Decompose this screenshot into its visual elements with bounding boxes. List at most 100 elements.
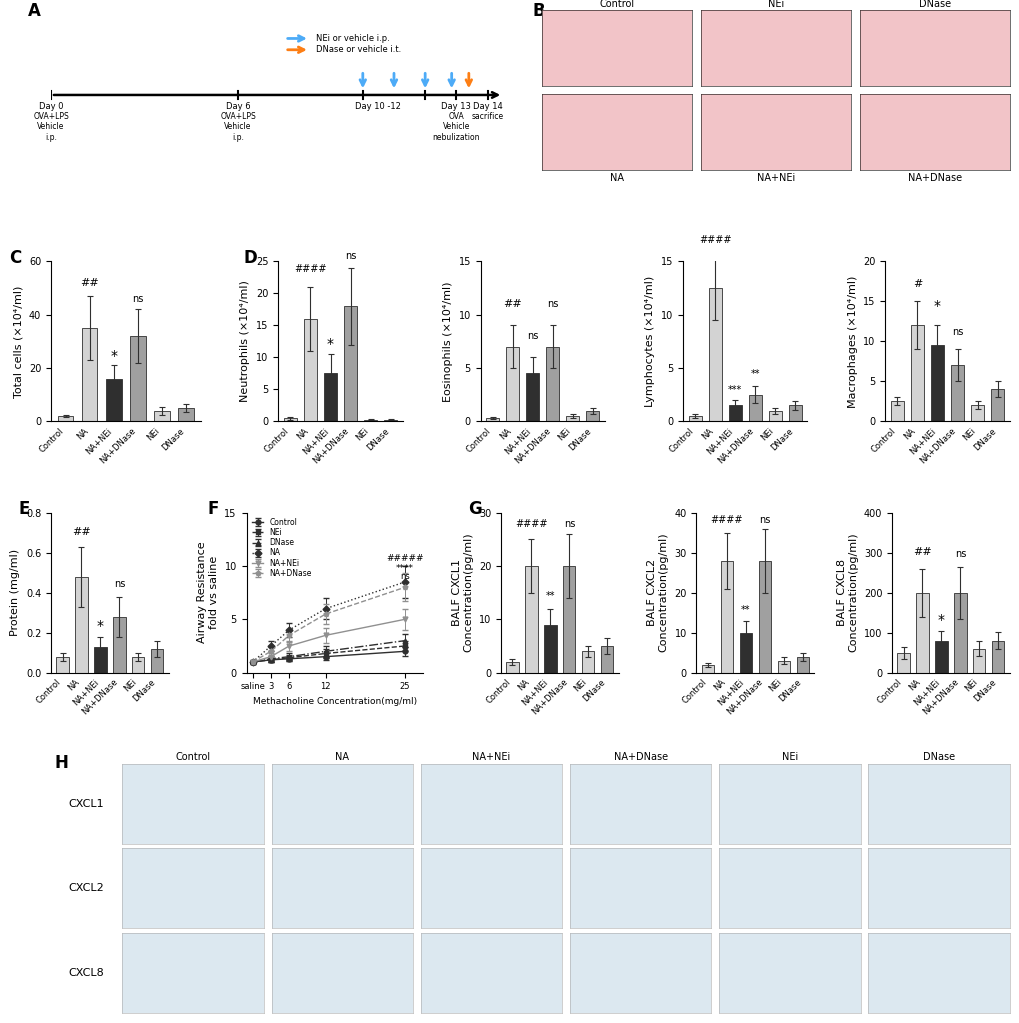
Bar: [910, 325, 923, 421]
Bar: [154, 411, 169, 421]
Bar: [897, 653, 909, 673]
Text: ns: ns: [546, 300, 558, 309]
Bar: [991, 640, 1004, 673]
Bar: [915, 592, 927, 673]
Y-axis label: Lymphocytes (×10⁴/ml): Lymphocytes (×10⁴/ml): [645, 276, 654, 407]
Bar: [364, 419, 377, 421]
Title: NEi: NEi: [781, 752, 797, 762]
Text: ns: ns: [113, 579, 125, 588]
Text: CXCL2: CXCL2: [68, 883, 104, 893]
Text: ####: ####: [293, 264, 326, 274]
Text: B: B: [532, 2, 545, 20]
Bar: [728, 405, 741, 421]
Bar: [283, 418, 297, 421]
Text: ***: ***: [728, 385, 742, 395]
Text: ns: ns: [758, 515, 769, 525]
Text: DNase or vehicle i.t.: DNase or vehicle i.t.: [316, 45, 400, 54]
Text: ns: ns: [527, 331, 538, 342]
Text: *: *: [97, 619, 104, 632]
Text: D: D: [244, 249, 257, 267]
Text: ####: ####: [710, 515, 743, 525]
Bar: [525, 566, 537, 673]
Text: ##: ##: [503, 300, 522, 309]
Bar: [950, 365, 963, 421]
Text: CXCL8: CXCL8: [68, 968, 104, 978]
Y-axis label: Neutrophils (×10⁴/ml): Neutrophils (×10⁴/ml): [240, 280, 251, 402]
Bar: [562, 566, 575, 673]
Title: Control: Control: [599, 0, 634, 9]
Bar: [82, 328, 98, 421]
Bar: [758, 561, 770, 673]
Text: *: *: [327, 337, 333, 351]
Bar: [600, 646, 612, 673]
Text: ##: ##: [81, 278, 99, 288]
Text: ns: ns: [399, 572, 410, 581]
Bar: [586, 411, 599, 421]
Y-axis label: Total cells (×10⁴/ml): Total cells (×10⁴/ml): [13, 285, 23, 398]
Y-axis label: BALF CXCL2
Concentration(pg/ml): BALF CXCL2 Concentration(pg/ml): [647, 533, 668, 653]
Title: NA: NA: [335, 752, 348, 762]
Bar: [151, 649, 163, 673]
Bar: [384, 419, 396, 421]
Y-axis label: BALF CXCL1
Concentration(pg/ml): BALF CXCL1 Concentration(pg/ml): [451, 533, 473, 653]
Text: Day 6: Day 6: [225, 101, 250, 110]
Text: C: C: [9, 249, 21, 267]
Title: DNase: DNase: [922, 752, 954, 762]
Bar: [505, 347, 519, 421]
Bar: [890, 401, 903, 421]
Text: #: #: [912, 279, 921, 290]
Text: *: *: [937, 613, 944, 627]
Bar: [720, 561, 733, 673]
Bar: [505, 662, 518, 673]
Bar: [788, 405, 801, 421]
Bar: [486, 418, 498, 421]
Bar: [796, 657, 808, 673]
Bar: [106, 379, 121, 421]
Text: Vehicle: Vehicle: [38, 123, 64, 131]
Bar: [343, 306, 357, 421]
Bar: [58, 416, 73, 421]
X-axis label: NA+DNase: NA+DNase: [907, 173, 961, 183]
Bar: [129, 337, 146, 421]
Title: NA+NEi: NA+NEi: [472, 752, 511, 762]
Text: ns: ns: [564, 519, 575, 529]
Text: ****: ****: [395, 565, 414, 573]
Y-axis label: Protein (mg/ml): Protein (mg/ml): [10, 549, 20, 636]
Bar: [94, 647, 106, 673]
Text: **: **: [750, 368, 759, 379]
Text: ##: ##: [912, 546, 931, 557]
Bar: [934, 640, 947, 673]
Text: OVA+LPS: OVA+LPS: [33, 112, 69, 121]
Bar: [954, 592, 966, 673]
Text: nebulization: nebulization: [432, 133, 480, 141]
Text: i.p.: i.p.: [232, 133, 244, 141]
Y-axis label: BALF CXCL8
Concentration(pg/ml): BALF CXCL8 Concentration(pg/ml): [836, 533, 857, 653]
Text: Vehicle: Vehicle: [442, 123, 470, 131]
Bar: [75, 577, 88, 673]
Bar: [701, 665, 713, 673]
Text: OVA: OVA: [448, 112, 464, 121]
Title: NEi: NEi: [767, 0, 784, 9]
Bar: [972, 649, 984, 673]
Text: *: *: [933, 300, 941, 313]
Text: *: *: [110, 349, 117, 363]
Text: **: **: [545, 590, 554, 601]
Bar: [970, 405, 983, 421]
Bar: [582, 652, 594, 673]
Text: F: F: [208, 500, 219, 518]
Text: ns: ns: [954, 548, 965, 559]
Bar: [324, 373, 336, 421]
Text: CXCL1: CXCL1: [68, 799, 104, 809]
Bar: [132, 657, 145, 673]
Text: Day 14: Day 14: [472, 101, 502, 110]
Text: **: **: [741, 605, 750, 615]
Title: DNase: DNase: [918, 0, 950, 9]
Title: Control: Control: [175, 752, 211, 762]
Bar: [739, 632, 751, 673]
Bar: [178, 408, 194, 421]
Bar: [930, 346, 943, 421]
Text: ##: ##: [72, 527, 91, 537]
Text: Day 10 -12: Day 10 -12: [355, 101, 400, 110]
Bar: [990, 390, 1003, 421]
Bar: [544, 625, 556, 673]
